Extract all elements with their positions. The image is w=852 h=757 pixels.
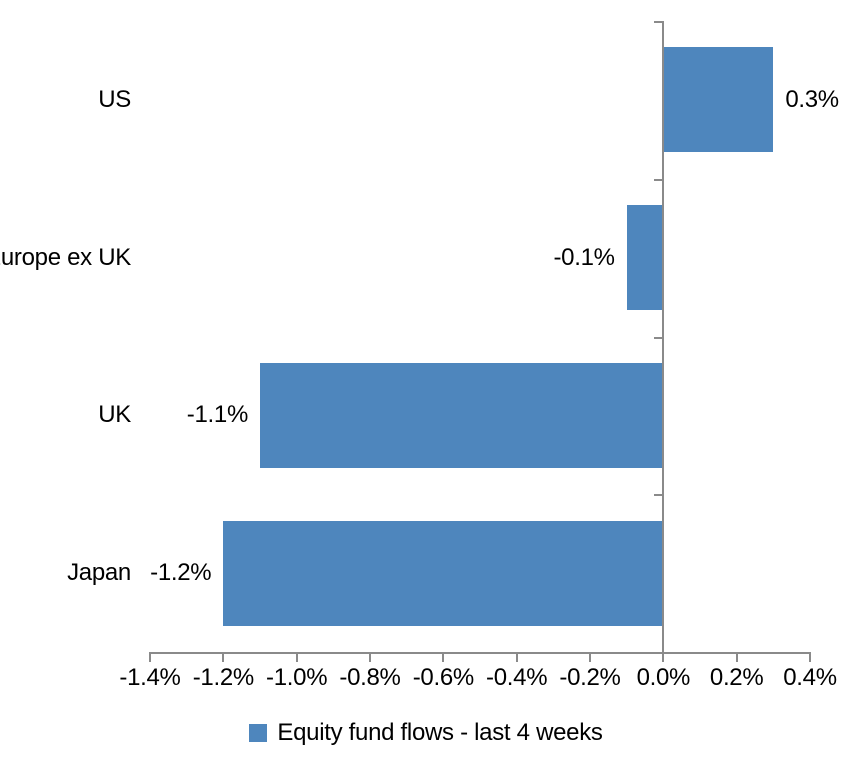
x-axis-tick-label: -1.0% (266, 664, 328, 691)
x-axis-tick-label: -0.4% (486, 664, 548, 691)
x-axis-line (150, 652, 810, 654)
x-axis-tick (442, 652, 445, 662)
x-axis-tick (589, 652, 591, 662)
x-axis-tick (149, 652, 151, 662)
x-axis-tick-label: -0.8% (339, 664, 401, 691)
x-axis-tick (809, 652, 811, 662)
value-label: -1.1% (186, 401, 249, 429)
x-axis-tick (369, 652, 371, 662)
category-label: UK (98, 401, 131, 429)
x-axis-tick (222, 652, 225, 662)
category-tick (654, 336, 664, 339)
value-label: 0.3% (785, 85, 839, 113)
x-axis-tick-label: -1.4% (119, 664, 181, 691)
y-axis-zero-line (662, 21, 665, 652)
bar-us (663, 47, 774, 153)
category-tick (654, 494, 664, 497)
legend: Equity fund flows - last 4 weeks (0, 719, 852, 747)
bar-uk (260, 362, 664, 468)
category-label: Europe ex UK (0, 243, 131, 271)
bar-europe-ex-uk (626, 205, 664, 311)
category-label: Japan (67, 559, 131, 587)
x-axis-tick (515, 652, 518, 662)
x-axis-tick-label: -0.2% (559, 664, 621, 691)
category-label: US (98, 85, 131, 113)
x-axis-tick (662, 652, 665, 662)
category-tick (654, 178, 664, 181)
x-axis-tick (295, 652, 298, 662)
x-axis-tick-label: -0.6% (412, 664, 475, 691)
bar-japan (223, 520, 664, 626)
legend-marker (249, 724, 268, 742)
value-label: -1.2% (150, 559, 212, 587)
legend-label: Equity fund flows - last 4 weeks (277, 719, 603, 746)
x-axis-tick-label: 0.0% (636, 664, 691, 691)
plot-area (149, 21, 811, 662)
x-axis-tick (735, 652, 738, 662)
value-label: -0.1% (553, 243, 615, 271)
category-tick (654, 21, 664, 23)
x-axis-tick-label: 0.4% (783, 664, 837, 691)
x-axis-tick-label: -1.2% (192, 664, 255, 691)
x-axis-tick-label: 0.2% (709, 664, 764, 691)
